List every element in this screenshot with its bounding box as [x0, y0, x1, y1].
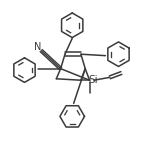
Text: N: N [34, 42, 41, 52]
Text: Si: Si [88, 74, 98, 85]
